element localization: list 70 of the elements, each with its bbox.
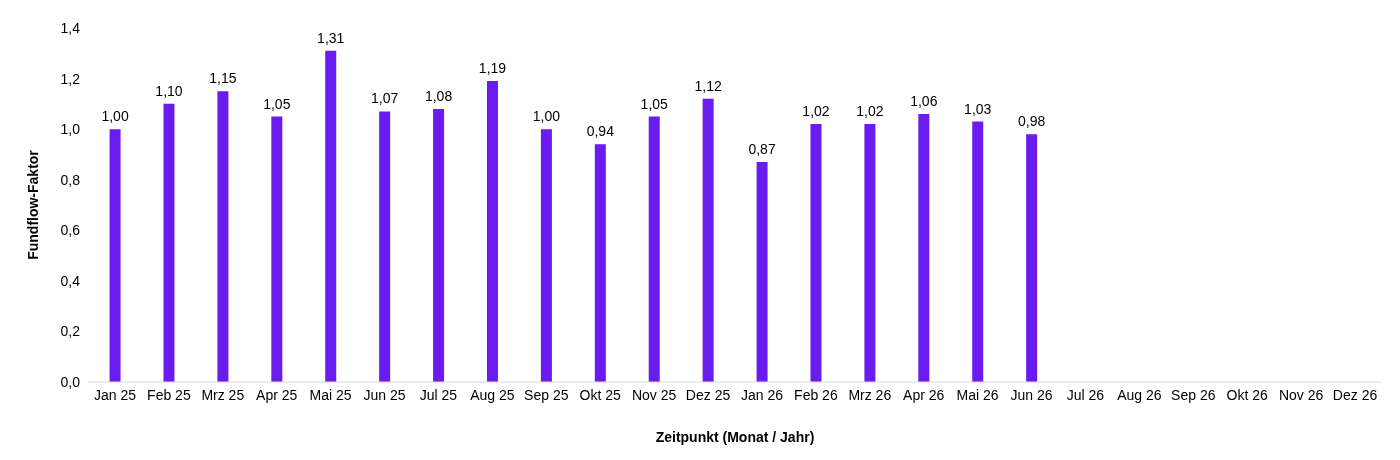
- y-tick-label: 0,0: [60, 373, 81, 390]
- data-label: 1,05: [640, 95, 669, 112]
- data-label: 0,94: [586, 123, 615, 140]
- x-tick-label: Aug 25: [470, 386, 515, 403]
- x-tick-label: Apr 25: [256, 386, 298, 403]
- x-tick-label: Mai 26: [956, 386, 999, 403]
- x-tick-label: Jan 25: [93, 386, 137, 403]
- x-tick-label: Jul 26: [1066, 386, 1105, 403]
- data-label: 1,03: [964, 100, 992, 117]
- bar: [1026, 134, 1038, 382]
- y-tick-label: 0,8: [60, 171, 81, 188]
- bar: [972, 121, 984, 382]
- x-tick-label: Sep 25: [524, 386, 569, 403]
- data-label: 1,15: [209, 70, 237, 87]
- bar: [325, 50, 337, 382]
- x-tick-label: Okt 26: [1226, 386, 1269, 403]
- x-tick-label: Apr 26: [903, 386, 945, 403]
- x-tick-label: Jul 25: [419, 386, 458, 403]
- bar: [864, 124, 876, 382]
- y-tick-label: 0,6: [60, 222, 81, 239]
- data-label: 1,10: [155, 82, 183, 99]
- data-label: 1,02: [802, 103, 830, 120]
- bar: [379, 111, 391, 382]
- bar: [486, 81, 498, 382]
- bar: [648, 116, 660, 382]
- y-tick-label: 0,4: [60, 272, 81, 289]
- data-label: 1,07: [371, 90, 399, 107]
- y-tick-label: 1,2: [60, 70, 81, 87]
- data-label: 0,87: [748, 141, 776, 158]
- x-tick-label: Nov 25: [631, 386, 677, 403]
- x-tick-label: Mrz 25: [201, 386, 245, 403]
- y-axis-title: Fundflow-Faktor: [24, 149, 41, 260]
- data-label: 1,12: [694, 77, 722, 94]
- bar: [163, 103, 175, 382]
- x-tick-label: Aug 26: [1117, 386, 1162, 403]
- x-tick-label: Dez 26: [1332, 386, 1378, 403]
- data-label: 1,02: [856, 103, 884, 120]
- data-label: 1,05: [263, 95, 291, 112]
- y-tick-label: 0,2: [60, 323, 81, 340]
- y-tick-label: 1,0: [60, 121, 81, 138]
- bar: [217, 91, 229, 382]
- bar: [271, 116, 283, 382]
- x-tick-label: Dez 25: [685, 386, 731, 403]
- x-tick-label: Okt 25: [579, 386, 622, 403]
- x-tick-label: Sep 26: [1171, 386, 1216, 403]
- data-label: 1,08: [424, 87, 453, 104]
- data-label: 1,00: [101, 108, 129, 125]
- x-tick-label: Jun 26: [1010, 386, 1053, 403]
- bar: [918, 113, 930, 382]
- x-tick-label: Feb 25: [147, 386, 191, 403]
- data-label: 1,00: [532, 108, 561, 125]
- x-tick-label: Jun 25: [363, 386, 406, 403]
- bar: [540, 129, 552, 382]
- bar: [433, 108, 445, 382]
- bar: [756, 162, 768, 382]
- bar: [594, 144, 606, 382]
- bar: [702, 98, 714, 382]
- x-tick-label: Jan 26: [740, 386, 784, 403]
- data-label: 1,06: [910, 92, 938, 109]
- data-label: 1,31: [317, 29, 345, 46]
- bar: [810, 124, 822, 382]
- data-label: 1,19: [478, 60, 507, 77]
- bar: [109, 129, 121, 382]
- x-tick-label: Mai 25: [309, 386, 352, 403]
- x-tick-label: Feb 26: [794, 386, 838, 403]
- x-tick-label: Mrz 26: [848, 386, 892, 403]
- x-axis-title: Zeitpunkt (Monat / Jahr): [655, 429, 815, 445]
- y-tick-label: 1,4: [60, 19, 81, 36]
- x-tick-label: Nov 26: [1278, 386, 1324, 403]
- data-label: 0,98: [1018, 113, 1046, 130]
